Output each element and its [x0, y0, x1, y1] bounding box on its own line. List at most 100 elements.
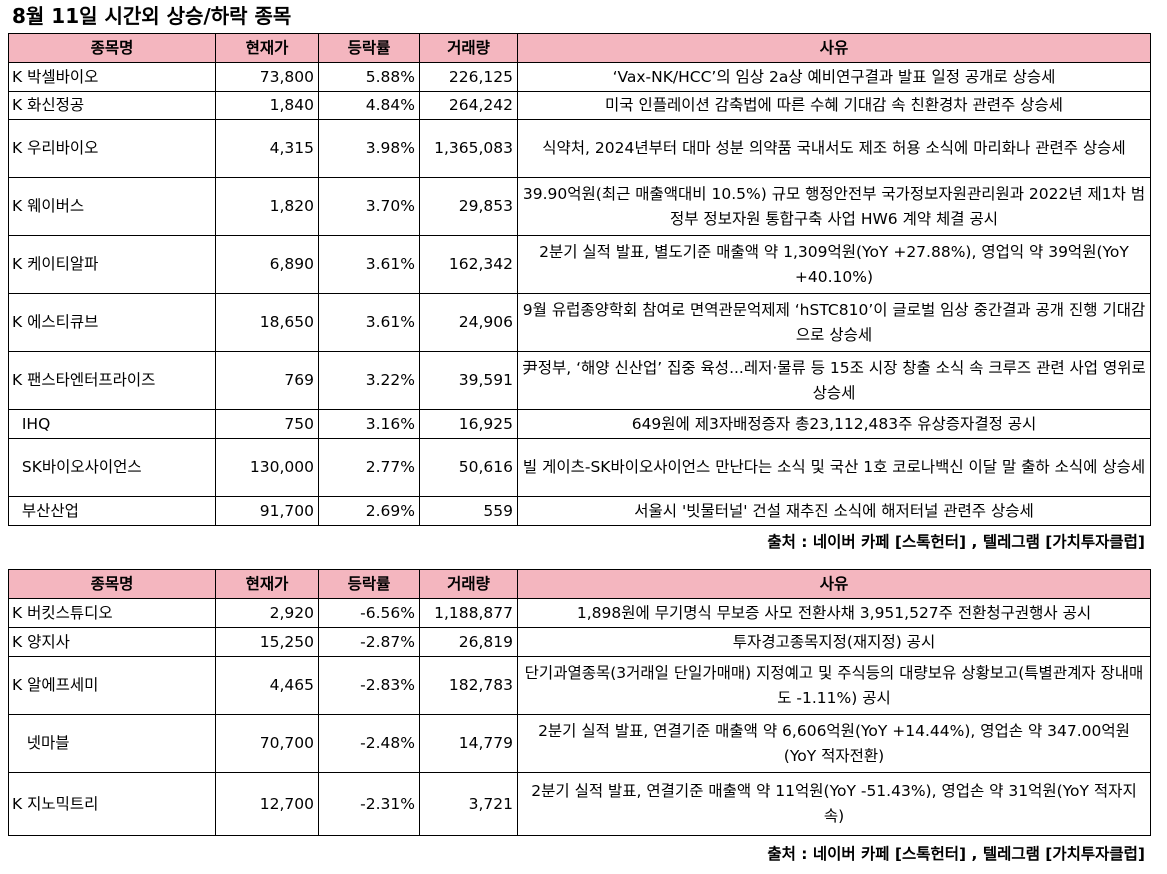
stock-price: 130,000 [215, 438, 319, 497]
stock-reason: 尹정부, ‘해양 신산업’ 집중 육성...레저·물류 등 15조 시장 창출 … [517, 351, 1151, 410]
stock-change: 3.61% [318, 235, 420, 294]
stock-change: -2.83% [318, 656, 420, 715]
stock-price: 1,840 [215, 91, 319, 120]
stock-name: K 웨이버스 [8, 177, 216, 236]
stock-name: K 케이티알파 [8, 235, 216, 294]
stock-volume: 39,591 [419, 351, 518, 410]
stock-price: 4,315 [215, 119, 319, 178]
stock-price: 15,250 [215, 627, 319, 657]
stock-price: 1,820 [215, 177, 319, 236]
stock-name: K 알에프세미 [8, 656, 216, 715]
source-note: 출처 : 네이버 카페 [스톡헌터] , 텔레그램 [가치투자클럽] [767, 845, 1145, 863]
stock-name: K 팬스타엔터프라이즈 [8, 351, 216, 410]
stock-price: 18,650 [215, 293, 319, 352]
stock-volume: 16,925 [419, 409, 518, 439]
header-price: 현재가 [215, 33, 319, 63]
table-row: SK바이오사이언스 130,000 2.77% 50,616 빌 게이츠-SK바… [8, 438, 1151, 497]
stock-change: 3.16% [318, 409, 420, 439]
header-change: 등락률 [318, 33, 420, 63]
stock-price: 4,465 [215, 656, 319, 715]
stock-change: 4.84% [318, 91, 420, 120]
stock-reason: 2분기 실적 발표, 연결기준 매출액 약 11억원(YoY -51.43%),… [517, 772, 1151, 836]
stock-price: 70,700 [215, 714, 319, 773]
header-name: 종목명 [8, 33, 216, 63]
table-header-row: 종목명 현재가 등락률 거래량 사유 [8, 569, 1151, 599]
stock-volume: 559 [419, 496, 518, 526]
stock-price: 12,700 [215, 772, 319, 836]
stock-change: -2.48% [318, 714, 420, 773]
stock-change: -2.87% [318, 627, 420, 657]
header-price: 현재가 [215, 569, 319, 599]
rising-stocks-table: 종목명 현재가 등락률 거래량 사유 K 박셀바이오 73,800 5.88% … [8, 33, 1151, 526]
stock-volume: 182,783 [419, 656, 518, 715]
stock-volume: 226,125 [419, 62, 518, 92]
stock-price: 2,920 [215, 598, 319, 628]
source-note: 출처 : 네이버 카페 [스톡헌터] , 텔레그램 [가치투자클럽] [767, 533, 1145, 551]
stock-reason: 미국 인플레이션 감축법에 따른 수혜 기대감 속 친환경차 관련주 상승세 [517, 91, 1151, 120]
stock-name: K 화신정공 [8, 91, 216, 120]
table-row: K 케이티알파 6,890 3.61% 162,342 2분기 실적 발표, 별… [8, 235, 1151, 294]
stock-change: 3.22% [318, 351, 420, 410]
stock-change: 2.69% [318, 496, 420, 526]
stock-price: 73,800 [215, 62, 319, 92]
table-row: 넷마블 70,700 -2.48% 14,779 2분기 실적 발표, 연결기준… [8, 714, 1151, 773]
table-row: K 웨이버스 1,820 3.70% 29,853 39.90억원(최근 매출액… [8, 177, 1151, 236]
stock-price: 769 [215, 351, 319, 410]
stock-name: SK바이오사이언스 [8, 438, 216, 497]
stock-volume: 1,365,083 [419, 119, 518, 178]
stock-volume: 24,906 [419, 293, 518, 352]
stock-reason: 2분기 실적 발표, 별도기준 매출액 약 1,309억원(YoY +27.88… [517, 235, 1151, 294]
page-title: 8월 11일 시간외 상승/하락 종목 [12, 4, 292, 28]
stock-reason: 649원에 제3자배정증자 총23,112,483주 유상증자결정 공시 [517, 409, 1151, 439]
table-row: IHQ 750 3.16% 16,925 649원에 제3자배정증자 총23,1… [8, 409, 1151, 439]
table-row: K 지노믹트리 12,700 -2.31% 3,721 2분기 실적 발표, 연… [8, 772, 1151, 836]
header-volume: 거래량 [419, 569, 518, 599]
header-reason: 사유 [517, 33, 1151, 63]
stock-volume: 26,819 [419, 627, 518, 657]
stock-name: K 에스티큐브 [8, 293, 216, 352]
table-row: K 알에프세미 4,465 -2.83% 182,783 단기과열종목(3거래일… [8, 656, 1151, 715]
table-row: K 박셀바이오 73,800 5.88% 226,125 ‘Vax-NK/HCC… [8, 62, 1151, 92]
table-row: K 에스티큐브 18,650 3.61% 24,906 9월 유럽종양학회 참여… [8, 293, 1151, 352]
stock-volume: 29,853 [419, 177, 518, 236]
table-row: K 우리바이오 4,315 3.98% 1,365,083 식약처, 2024년… [8, 119, 1151, 178]
stock-reason: ‘Vax-NK/HCC’의 임상 2a상 예비연구결과 발표 일정 공개로 상승… [517, 62, 1151, 92]
stock-change: 3.61% [318, 293, 420, 352]
stock-reason: 1,898원에 무기명식 무보증 사모 전환사채 3,951,527주 전환청구… [517, 598, 1151, 628]
stock-change: 5.88% [318, 62, 420, 92]
stock-volume: 162,342 [419, 235, 518, 294]
stock-name: 부산산업 [8, 496, 216, 526]
stock-reason: 빌 게이츠-SK바이오사이언스 만난다는 소식 및 국산 1호 코로나백신 이달… [517, 438, 1151, 497]
stock-reason: 식약처, 2024년부터 대마 성분 의약품 국내서도 제조 허용 소식에 마리… [517, 119, 1151, 178]
header-name: 종목명 [8, 569, 216, 599]
table-row: 부산산업 91,700 2.69% 559 서울시 '빗물터널' 건설 재추진 … [8, 496, 1151, 526]
stock-reason: 9월 유럽종양학회 참여로 면역관문억제제 ‘hSTC810’이 글로벌 임상 … [517, 293, 1151, 352]
stock-change: 3.98% [318, 119, 420, 178]
stock-volume: 14,779 [419, 714, 518, 773]
stock-price: 750 [215, 409, 319, 439]
table-row: K 화신정공 1,840 4.84% 264,242 미국 인플레이션 감축법에… [8, 91, 1151, 120]
stock-price: 91,700 [215, 496, 319, 526]
stock-name: K 지노믹트리 [8, 772, 216, 836]
stock-change: -6.56% [318, 598, 420, 628]
stock-volume: 3,721 [419, 772, 518, 836]
table-row: K 양지사 15,250 -2.87% 26,819 투자경고종목지정(재지정)… [8, 627, 1151, 657]
stock-reason: 단기과열종목(3거래일 단일가매매) 지정예고 및 주식등의 대량보유 상황보고… [517, 656, 1151, 715]
table-header-row: 종목명 현재가 등락률 거래량 사유 [8, 33, 1151, 63]
stock-name: K 양지사 [8, 627, 216, 657]
stock-reason: 39.90억원(최근 매출액대비 10.5%) 규모 행정안전부 국가정보자원관… [517, 177, 1151, 236]
stock-volume: 50,616 [419, 438, 518, 497]
stock-volume: 264,242 [419, 91, 518, 120]
stock-name: K 우리바이오 [8, 119, 216, 178]
falling-stocks-table: 종목명 현재가 등락률 거래량 사유 K 버킷스튜디오 2,920 -6.56%… [8, 569, 1151, 836]
header-volume: 거래량 [419, 33, 518, 63]
stock-price: 6,890 [215, 235, 319, 294]
table-row: K 버킷스튜디오 2,920 -6.56% 1,188,877 1,898원에 … [8, 598, 1151, 628]
header-change: 등락률 [318, 569, 420, 599]
stock-name: K 박셀바이오 [8, 62, 216, 92]
table-row: K 팬스타엔터프라이즈 769 3.22% 39,591 尹정부, ‘해양 신산… [8, 351, 1151, 410]
stock-change: 3.70% [318, 177, 420, 236]
stock-volume: 1,188,877 [419, 598, 518, 628]
stock-reason: 서울시 '빗물터널' 건설 재추진 소식에 해저터널 관련주 상승세 [517, 496, 1151, 526]
stock-change: 2.77% [318, 438, 420, 497]
